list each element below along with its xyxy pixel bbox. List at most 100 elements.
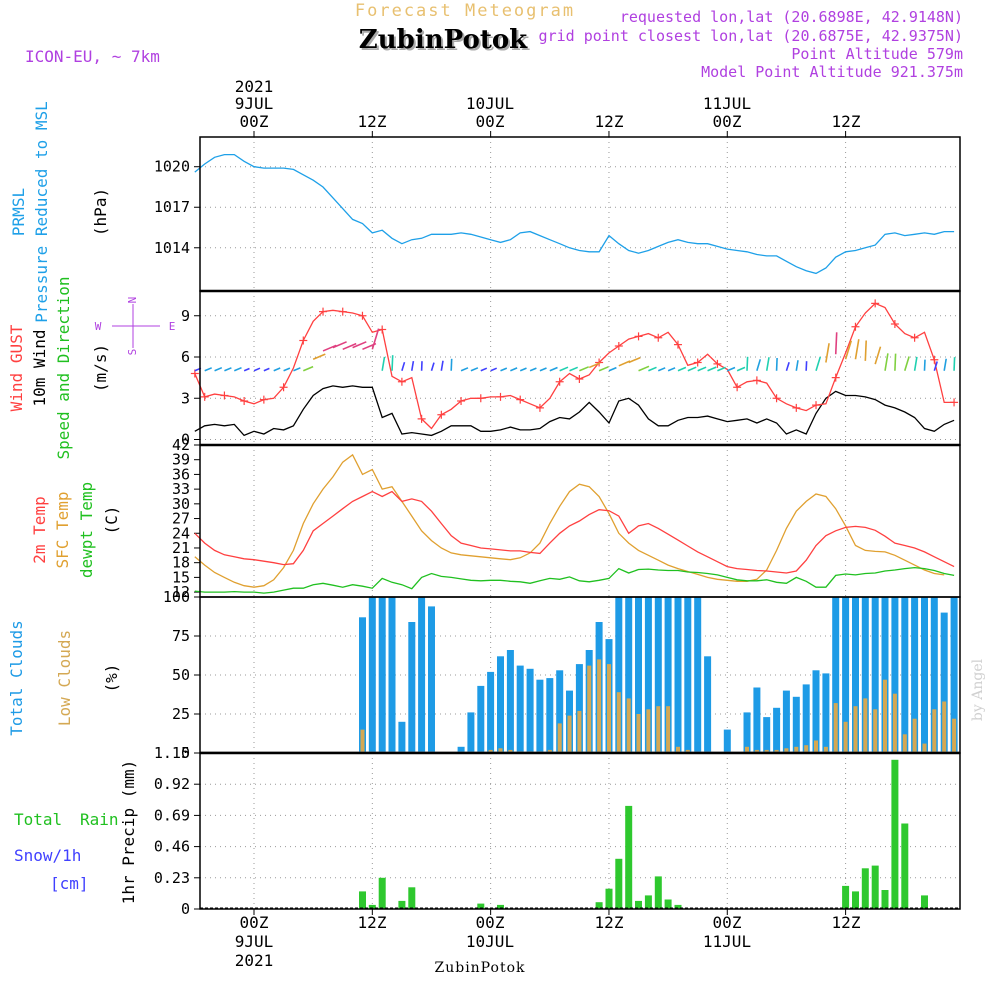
wind-arrow	[302, 365, 314, 372]
wind-arrow	[667, 367, 676, 372]
total-cloud-bar	[526, 668, 534, 753]
y-tick-label: 50	[172, 666, 190, 684]
total-cloud-bar	[891, 597, 899, 753]
bottom-day-label-3: 11JUL	[703, 932, 751, 951]
wind-unit: (m/s)	[91, 344, 110, 392]
total-cloud-bar	[782, 690, 790, 753]
wind-arrow	[756, 359, 762, 371]
wind-arrow	[519, 367, 527, 372]
t2m-line	[194, 490, 955, 574]
precip-rain-label: Rain	[80, 810, 119, 829]
wind-arrow	[884, 353, 889, 371]
dewpt-line	[194, 566, 955, 594]
rain-bar	[368, 904, 376, 909]
rain-bar	[901, 823, 909, 909]
wind-arrow	[440, 360, 444, 371]
low-cloud-bar	[626, 698, 631, 753]
y-tick-label: 9	[181, 307, 190, 325]
y-tick-label: 33	[172, 480, 190, 498]
wind-arrow	[490, 367, 498, 372]
bottom-day-label-2: 10JUL	[466, 932, 514, 951]
compass-w: W	[95, 320, 102, 333]
top-day-label-3: 11JUL	[703, 94, 751, 113]
wind-arrow	[736, 366, 746, 372]
low-cloud-bar	[764, 749, 769, 753]
bottom-tick-label: 00Z	[713, 913, 742, 932]
rain-bar	[635, 900, 642, 909]
rain-bar	[378, 877, 386, 909]
y-tick-label: 0.23	[154, 869, 190, 887]
low-cloud-bar	[498, 748, 503, 753]
total-cloud-bar	[822, 673, 830, 753]
rain-bar	[497, 904, 504, 909]
y-tick-label: 0.46	[154, 838, 190, 856]
y-tick-label: 36	[172, 465, 190, 483]
total-cloud-bar	[516, 665, 524, 753]
y-tick-label: 6	[181, 348, 190, 366]
total-cloud-bar	[852, 597, 859, 753]
total-cloud-bar	[921, 597, 928, 753]
bottom-tick-label: 00Z	[240, 913, 269, 932]
wind-arrow	[608, 366, 617, 372]
top-day-label-2: 10JUL	[466, 94, 514, 113]
y-tick-label: 0	[181, 744, 190, 762]
panel-frame	[199, 752, 961, 910]
top-tick-label: 12Z	[832, 112, 861, 131]
y-tick-label: 0.69	[154, 806, 190, 824]
y-tick-label: 1.15	[154, 744, 190, 762]
wind-arrow	[253, 367, 261, 372]
total-cloud-bar	[950, 597, 958, 753]
y-tick-label: 12	[172, 583, 190, 601]
wind-arrow	[864, 340, 867, 361]
low-cloud-bar	[646, 709, 651, 753]
wind-arrow	[539, 367, 547, 372]
total-cloud-bar	[654, 597, 662, 753]
total-cloud-bar	[418, 597, 426, 753]
wind-arrow	[450, 358, 453, 371]
wind-arrow	[204, 367, 213, 372]
wind-arrow	[224, 367, 232, 372]
low-cloud-bar	[656, 706, 661, 753]
temp-unit: (C)	[102, 506, 121, 535]
dewpt-label: dewpt Temp	[77, 482, 96, 578]
total-cloud-bar	[881, 597, 889, 753]
wind-arrow	[470, 367, 479, 372]
rain-bar	[891, 759, 899, 909]
station-title: ZubinPotok	[359, 25, 528, 55]
wind-arrow	[638, 365, 650, 372]
total-cloud-bar	[763, 717, 771, 753]
y-tick-label: 1017	[154, 198, 190, 216]
wind-arrow	[618, 360, 631, 367]
low-cloud-bar	[794, 746, 799, 753]
top-tick-label: 00Z	[240, 112, 269, 131]
low-cloud-bar	[597, 659, 602, 753]
wind-label: 10m Wind	[30, 329, 49, 406]
compass-rose: N S W E	[95, 297, 176, 356]
low-cloud-bar	[567, 715, 572, 753]
total-cloud-bar	[812, 670, 820, 753]
precip-unit: 1hr Precip (mm)	[119, 760, 138, 905]
y-tick-label: 42	[172, 436, 190, 454]
total-cloud-bar	[792, 696, 800, 753]
y-tick-label: 30	[172, 495, 190, 513]
wind-arrow	[460, 367, 469, 372]
low-cloud-bar	[922, 743, 927, 753]
wind-arrow	[903, 356, 910, 371]
low-cloud-bar	[853, 706, 858, 753]
wind-arrow	[628, 356, 641, 364]
total-cloud-bar	[615, 597, 623, 753]
wind-arrow	[765, 357, 770, 371]
wind-arrow	[707, 366, 717, 372]
wind-arrow	[243, 367, 250, 372]
bottom-tick-label: 00Z	[476, 913, 505, 932]
rain-bar	[881, 890, 889, 909]
wind-arrow	[697, 366, 707, 372]
total-cloud-bar	[704, 656, 712, 753]
compass-e: E	[169, 320, 176, 333]
wind-arrow	[785, 361, 790, 371]
footer-station: ZubinPotok	[434, 960, 525, 976]
total-cloud-bar	[506, 650, 514, 753]
low-cloud-bar	[892, 693, 897, 753]
sfc-label: SFC Temp	[53, 491, 72, 568]
total-cloud-bar	[536, 679, 544, 753]
